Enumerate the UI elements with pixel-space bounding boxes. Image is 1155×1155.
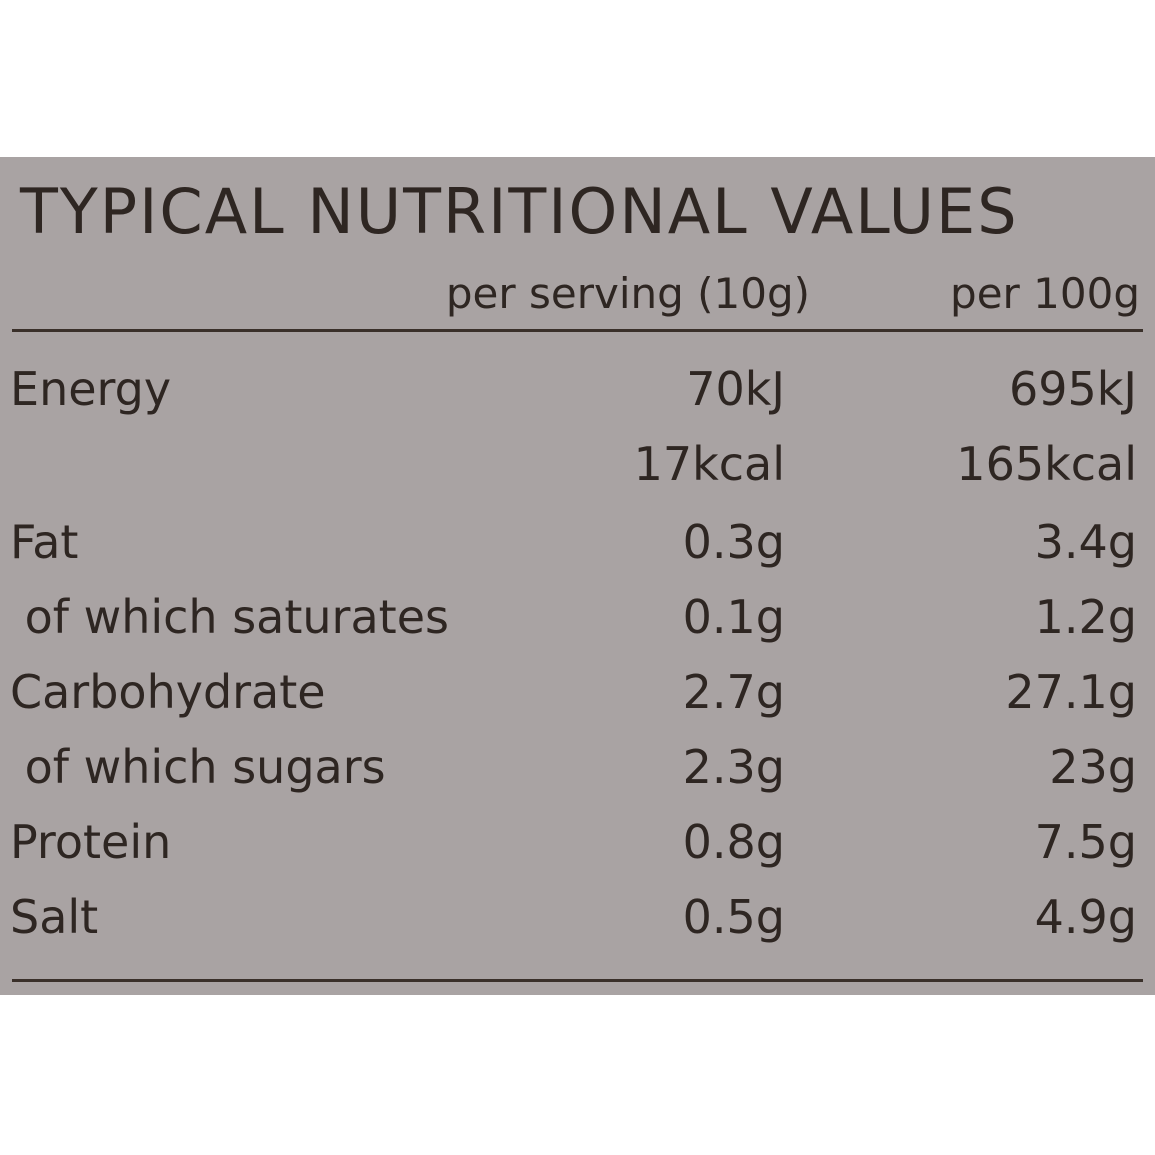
row-label: Carbohydrate	[10, 665, 326, 719]
row-value: 23g	[1049, 740, 1137, 794]
row-value: 0.5g	[682, 890, 785, 944]
row-label: of which sugars	[10, 740, 386, 794]
row-label: of which saturates	[10, 590, 449, 644]
row-value: 4.9g	[1034, 890, 1137, 944]
row-value: 2.3g	[682, 740, 785, 794]
row-label: Salt	[10, 890, 99, 944]
row-label: Energy	[10, 362, 172, 416]
rule	[12, 979, 1143, 982]
row-value: 1.2g	[1034, 590, 1137, 644]
rule	[12, 329, 1143, 332]
row-value: 0.8g	[682, 815, 785, 869]
row-value: 27.1g	[1005, 665, 1137, 719]
row-value: 0.1g	[682, 590, 785, 644]
row-value: 695kJ	[1008, 362, 1137, 416]
row-value: 165kcal	[956, 437, 1137, 491]
row-value: 70kJ	[686, 362, 785, 416]
column-header: per serving (10g)	[445, 269, 810, 318]
row-label: Fat	[10, 515, 79, 569]
column-header: per 100g	[950, 269, 1140, 318]
row-label: Protein	[10, 815, 172, 869]
row-value: 2.7g	[682, 665, 785, 719]
nutrition-panel: TYPICAL NUTRITIONAL VALUES per serving (…	[0, 157, 1155, 995]
row-value: 0.3g	[682, 515, 785, 569]
row-value: 7.5g	[1034, 815, 1137, 869]
row-value: 3.4g	[1034, 515, 1137, 569]
row-value: 17kcal	[633, 437, 785, 491]
title: TYPICAL NUTRITIONAL VALUES	[20, 175, 1019, 248]
